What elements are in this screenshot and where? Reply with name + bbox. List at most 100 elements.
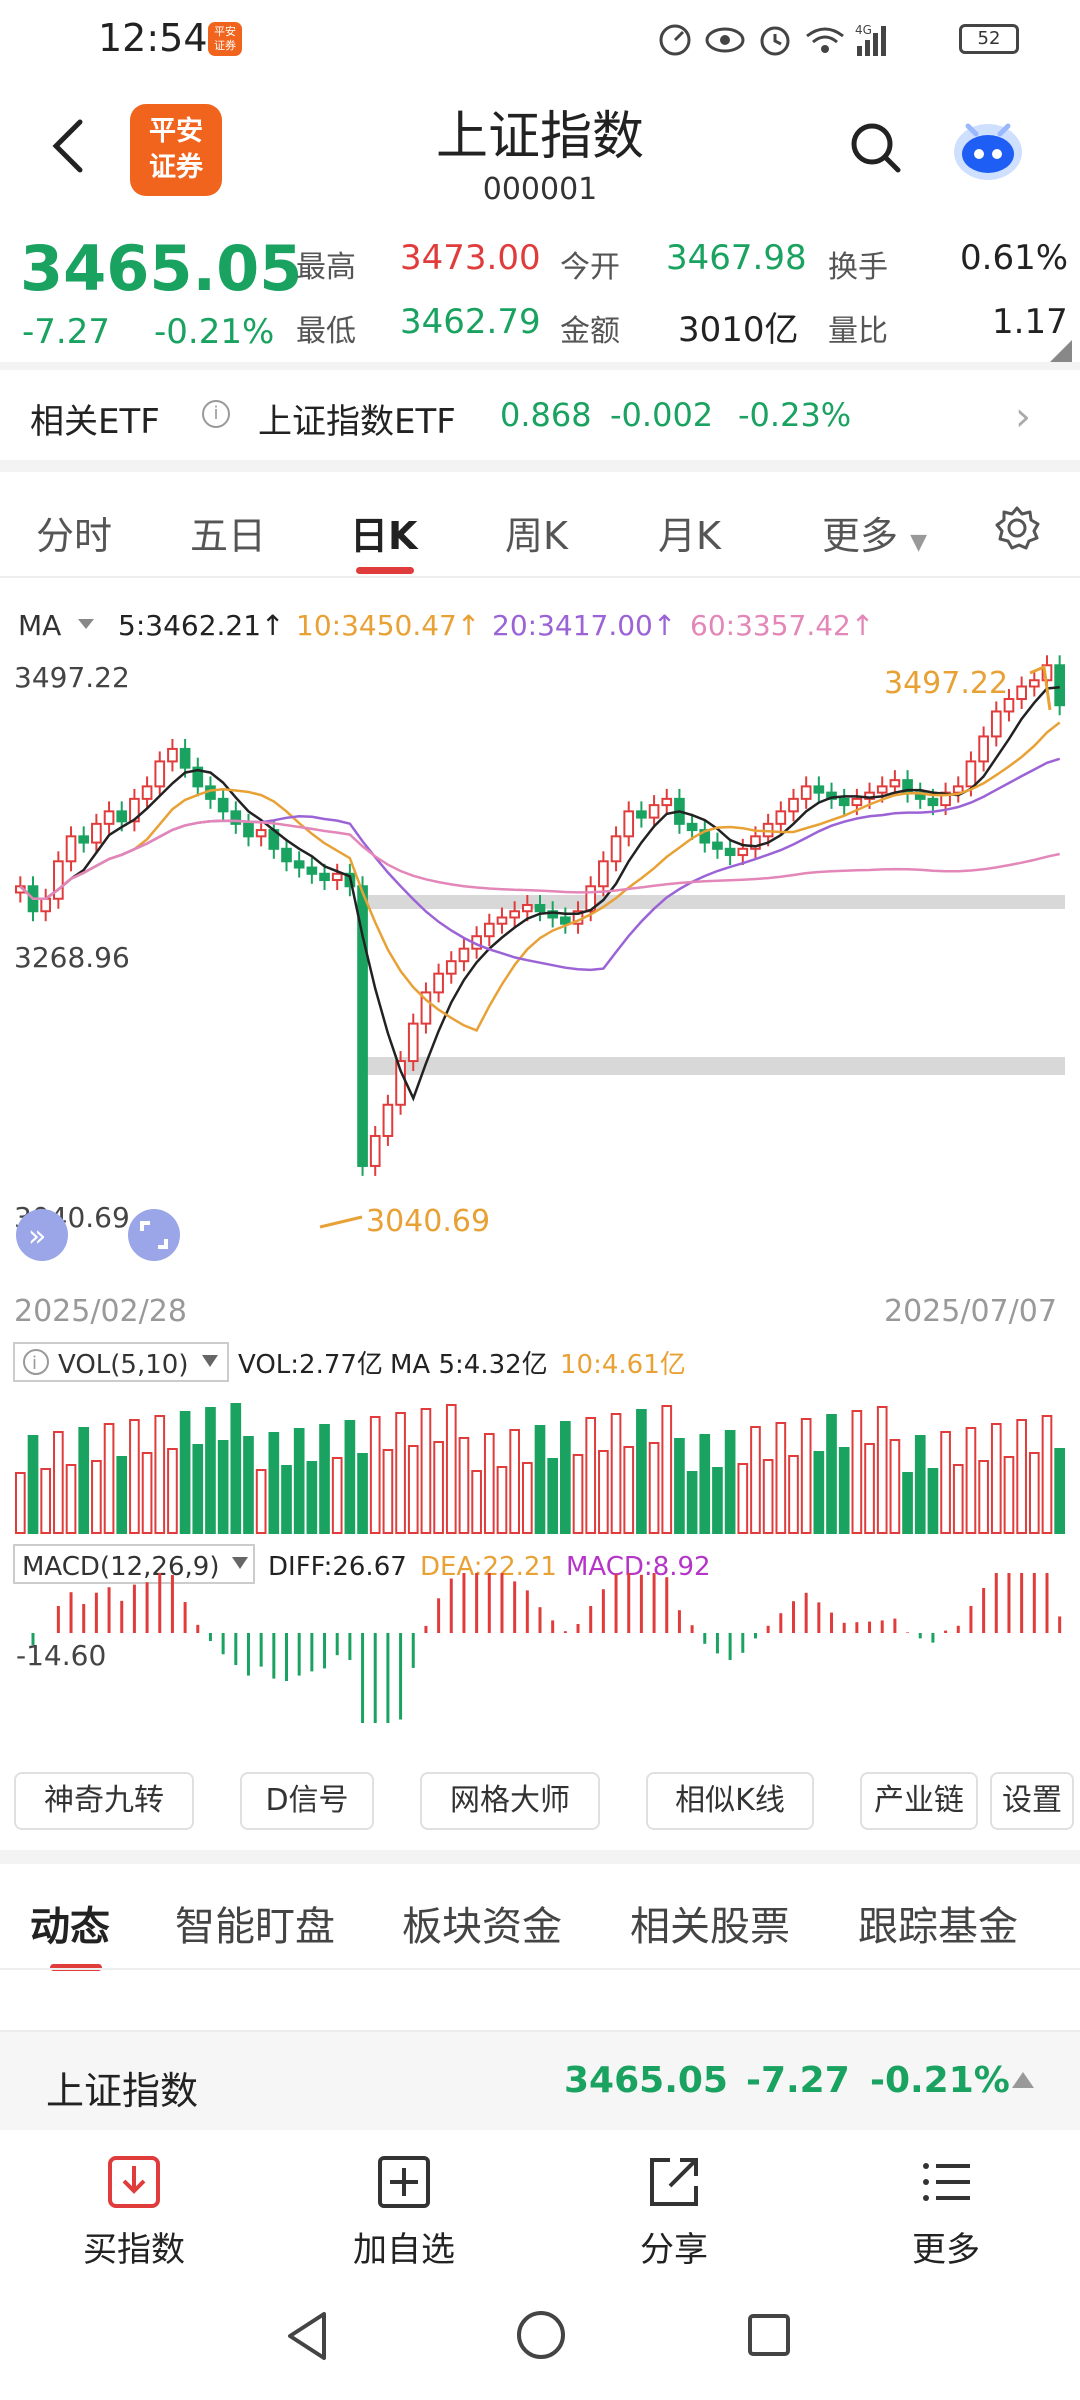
related-etf-row[interactable]: 相关ETF i 上证指数ETF 0.868 -0.002 -0.23% › <box>0 370 1080 460</box>
tab-five-day[interactable]: 五日 <box>190 514 267 558</box>
volume-bar <box>91 1460 102 1534</box>
share-label: 分享 <box>640 2230 708 2270</box>
nav-recents-icon[interactable] <box>746 2312 792 2358</box>
volume-bar <box>889 1439 901 1534</box>
vol-ma10: 10:4.61亿 <box>560 1350 686 1380</box>
candle <box>179 738 191 778</box>
robot-icon <box>954 123 1022 180</box>
info-icon[interactable]: i <box>202 400 230 428</box>
kline-chart[interactable]: MA 5:3462.21↑ 10:3450.47↑ 20:3417.00↑ 60… <box>0 595 1080 1755</box>
volume-bar <box>407 1445 419 1534</box>
fullscreen-button[interactable] <box>128 1209 180 1261</box>
settings-gear-icon[interactable] <box>994 505 1040 551</box>
search-button[interactable] <box>848 120 902 174</box>
volume-bar <box>268 1432 280 1534</box>
svg-text:i: i <box>32 1353 37 1374</box>
tab-dynamics[interactable]: 动态 <box>30 1904 110 1950</box>
more-label: 更多 <box>912 2230 980 2270</box>
candle <box>661 788 673 816</box>
macd-value: MACD:8.92 <box>566 1552 711 1582</box>
buy-index-label: 买指数 <box>83 2230 185 2270</box>
volume-bar <box>838 1447 850 1534</box>
candle <box>331 863 343 891</box>
tab-smart-watch[interactable]: 智能盯盘 <box>175 1904 335 1950</box>
tab-weekly-k[interactable]: 周K <box>505 514 568 558</box>
assistant-button[interactable] <box>950 110 1026 186</box>
candle <box>712 832 723 859</box>
tab-more[interactable]: 更多 ▼ <box>822 514 928 558</box>
tab-daily-k[interactable]: 日K <box>350 514 418 558</box>
etf-change-pct: -0.23% <box>738 396 852 434</box>
macd-diff: DIFF:26.67 <box>268 1552 407 1582</box>
candle <box>1028 670 1040 697</box>
price-change: -7.27 <box>22 312 110 352</box>
volume-bar <box>496 1466 508 1534</box>
candle <box>737 838 749 866</box>
candle <box>648 795 660 828</box>
dropdown-triangle-icon <box>78 619 94 629</box>
vol-value: VOL:2.77亿 <box>238 1350 383 1380</box>
volume-bar <box>293 1428 305 1534</box>
volume-bar <box>255 1469 267 1534</box>
corner-triangle-icon <box>1048 340 1072 364</box>
nav-home-icon[interactable] <box>514 2308 568 2362</box>
candle <box>636 801 647 828</box>
macd-low-label: -14.60 <box>16 1639 106 1672</box>
vol-ma5: MA 5:4.32亿 <box>390 1350 548 1380</box>
tab-monthly-k[interactable]: 月K <box>658 514 721 558</box>
etf-label: 相关ETF <box>30 402 160 442</box>
volume-bar <box>661 1405 673 1534</box>
volume-bar <box>610 1413 622 1534</box>
strip-change-pct: -0.21% <box>870 2060 1010 2101</box>
vol-indicator-label: VOL(5,10) <box>58 1350 188 1380</box>
tool-magic-nine-button[interactable]: 神奇九转 <box>14 1772 194 1830</box>
volume-bar <box>319 1424 330 1534</box>
share-button[interactable]: 分享 <box>594 2154 754 2271</box>
battery-icon: 52 <box>959 24 1019 54</box>
candle <box>369 1125 381 1176</box>
tab-sector-funds[interactable]: 板块资金 <box>402 1904 562 1950</box>
volume-bar <box>306 1461 318 1534</box>
tab-intraday[interactable]: 分时 <box>36 514 113 558</box>
candle <box>623 801 635 847</box>
volume-bar <box>800 1418 812 1534</box>
buy-index-button[interactable]: 买指数 <box>54 2154 214 2271</box>
ma60-line <box>19 819 1060 901</box>
volume-bar <box>483 1433 495 1534</box>
open-value: 3467.98 <box>666 238 807 278</box>
tool-similar-k-button[interactable]: 相似K线 <box>646 1772 814 1830</box>
volume-bar <box>382 1449 394 1534</box>
search-icon <box>851 123 901 173</box>
tool-settings-button[interactable]: 设置 <box>990 1772 1074 1830</box>
ma60-value: 60:3357.42↑ <box>690 609 874 642</box>
tab-tracking-funds[interactable]: 跟踪基金 <box>858 1904 1018 1950</box>
high-label: 最高 <box>296 250 356 285</box>
tab-related-stocks[interactable]: 相关股票 <box>630 1904 790 1950</box>
volume-bar <box>167 1448 178 1534</box>
collapse-button[interactable] <box>16 1209 68 1261</box>
candle <box>547 901 559 928</box>
back-button[interactable] <box>48 116 88 176</box>
chart-period-tabs: 分时 五日 日K 周K 月K 更多 ▼ <box>0 475 1080 575</box>
turnover-label: 换手 <box>828 250 888 285</box>
volume-bar <box>978 1460 989 1534</box>
tool-grid-master-button[interactable]: 网格大师 <box>420 1772 600 1830</box>
strip-change: -7.27 <box>746 2060 850 2101</box>
tool-d-signal-button[interactable]: D信号 <box>240 1772 374 1830</box>
ma10-line <box>19 721 1061 1032</box>
add-watchlist-button[interactable]: 加自选 <box>324 2154 484 2271</box>
page-title: 上证指数 <box>435 107 644 167</box>
tool-industry-chain-button[interactable]: 产业链 <box>860 1772 978 1830</box>
volume-bar <box>344 1420 356 1534</box>
divider <box>0 576 1080 578</box>
volume-bar <box>331 1457 343 1534</box>
candle <box>255 820 267 847</box>
more-button[interactable]: 更多 <box>866 2154 1026 2271</box>
nav-back-icon[interactable] <box>284 2310 330 2362</box>
candle <box>496 907 508 934</box>
index-strip[interactable]: 上证指数 3465.05 -7.27 -0.21% <box>0 2030 1080 2130</box>
volume-bar <box>40 1468 52 1534</box>
chevron-left-icon <box>52 119 83 173</box>
divider <box>0 1968 1080 1970</box>
candle <box>154 751 166 797</box>
